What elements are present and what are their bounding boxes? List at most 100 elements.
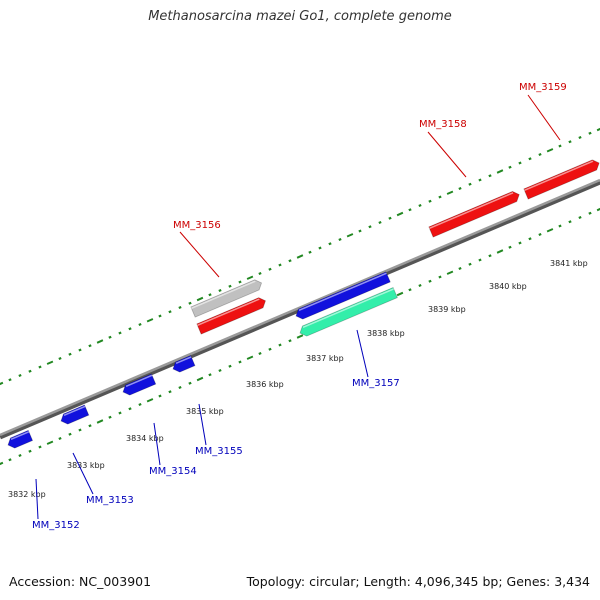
forward-ruler: [0, 127, 600, 386]
gene-mm_3152-highlight: [10, 431, 30, 441]
forward-ruler-tick: [388, 216, 392, 220]
scale-label: 3832 kbp: [8, 490, 46, 499]
reverse-ruler-tick: [578, 215, 582, 220]
gene-mm_3159-highlight: [524, 160, 594, 192]
forward-ruler-tick: [558, 144, 562, 148]
gene-label-mm_3153: MM_3153: [86, 495, 134, 506]
forward-ruler-tick: [168, 310, 172, 314]
gene-mm_3157-body: [295, 271, 391, 320]
forward-ruler-tick: [178, 305, 182, 310]
reverse-ruler-tick: [496, 249, 504, 254]
reverse-ruler-tick: [0, 461, 4, 466]
leader-mm_3155: [198, 403, 207, 446]
forward-ruler-tick: [128, 327, 132, 331]
forward-ruler-tick: [188, 301, 192, 305]
gene-mm_3153-highlight: [63, 405, 86, 417]
forward-ruler-tick: [378, 220, 382, 225]
reverse-ruler-tick: [488, 254, 492, 258]
forward-ruler-tick: [28, 369, 32, 373]
feature-rna-gene-highlight: [302, 288, 394, 329]
reverse-ruler-tick: [146, 398, 154, 403]
reverse-ruler-tick: [28, 449, 32, 453]
scale-label: 3839 kbp: [428, 305, 466, 314]
forward-ruler-tick: [18, 373, 22, 378]
reverse-ruler-tick: [68, 432, 72, 436]
forward-ruler-tick: [528, 157, 532, 161]
reverse-ruler-tick: [46, 440, 54, 445]
scale-label: 3833 kbp: [67, 461, 105, 470]
reverse-ruler-tick: [558, 224, 562, 228]
reverse-ruler-tick: [78, 428, 82, 432]
forward-ruler-tick: [518, 161, 522, 165]
gene-mm_3158: [428, 190, 520, 238]
forward-ruler-tick: [288, 259, 292, 263]
reverse-ruler-tick: [18, 453, 22, 458]
reverse-ruler-tick: [218, 368, 222, 373]
forward-ruler-tick: [588, 131, 592, 135]
forward-ruler-tick: [38, 365, 42, 369]
leader-mm_3156: [179, 231, 220, 278]
scale-label: 3837 kbp: [306, 354, 344, 363]
reverse-ruler-tick: [196, 376, 204, 382]
reverse-ruler-tick: [458, 266, 462, 271]
forward-ruler-tick: [268, 267, 272, 271]
feature-rna-gene: [299, 286, 398, 337]
gene-mm_3156-highlight: [197, 298, 260, 327]
reverse-ruler-tick: [508, 245, 512, 249]
feature-other-feature-highlight: [191, 280, 256, 310]
forward-ruler-tick: [478, 178, 482, 182]
forward-ruler-tick: [196, 296, 204, 302]
reverse-ruler-tick: [246, 355, 254, 360]
scale-label: 3838 kbp: [367, 329, 405, 338]
feature-other-feature: [190, 279, 263, 318]
gene-label-mm_3156: MM_3156: [173, 220, 221, 231]
reverse-ruler-tick: [108, 415, 112, 419]
forward-ruler-tick: [408, 208, 412, 212]
forward-ruler-tick: [468, 182, 472, 186]
reverse-ruler-tick: [228, 364, 232, 368]
forward-ruler-tick: [88, 344, 92, 348]
forward-ruler-tick: [218, 288, 222, 293]
gene-mm_3155: [172, 354, 196, 373]
feature-rna-gene-body: [299, 286, 398, 337]
gene-mm_3158-highlight: [429, 192, 514, 230]
reverse-ruler-tick: [468, 262, 472, 266]
gene-mm_3154-highlight: [125, 374, 153, 388]
leader-mm_3152: [35, 478, 39, 520]
forward-ruler-tick: [568, 140, 572, 144]
accession-text: Accession: NC_003901: [9, 574, 152, 589]
forward-ruler-tick: [108, 335, 112, 339]
reverse-ruler-tick: [168, 390, 172, 394]
reverse-ruler-tick: [546, 228, 554, 233]
forward-ruler-tick: [228, 284, 232, 288]
reverse-ruler-tick: [208, 373, 212, 377]
forward-ruler-tick: [118, 331, 122, 335]
forward-ruler-tick: [278, 263, 282, 267]
gene-mm_3157: [295, 271, 391, 320]
reverse-ruler-tick: [88, 424, 92, 428]
leader-mm_3159: [527, 94, 561, 141]
forward-ruler-tick: [78, 348, 82, 352]
gene-mm_3158-body: [428, 190, 520, 238]
scale-label: 3835 kbp: [186, 407, 224, 416]
reverse-ruler-tick: [588, 211, 592, 215]
forward-ruler-tick: [428, 199, 432, 203]
feature-other-feature-body: [190, 279, 263, 318]
reverse-ruler-tick: [518, 241, 522, 245]
reverse-ruler-tick: [158, 394, 162, 398]
forward-ruler-tick: [158, 314, 162, 318]
reverse-ruler-tick: [288, 339, 292, 343]
label-leaders: [35, 94, 561, 520]
gene-labels: MM_3156 MM_3158 MM_3159 MM_3152 MM_3153 MM_31…: [32, 82, 567, 531]
reverse-ruler-tick: [138, 402, 142, 407]
forward-ruler-tick: [146, 318, 154, 323]
forward-ruler-tick: [438, 195, 442, 199]
forward-ruler-tick: [496, 169, 504, 174]
reverse-ruler-tick: [438, 275, 442, 279]
reverse-ruler-tick: [296, 334, 304, 339]
gene-mm_3155-highlight: [175, 356, 192, 365]
forward-ruler-tick: [208, 293, 212, 297]
reverse-ruler-tick: [528, 237, 532, 241]
